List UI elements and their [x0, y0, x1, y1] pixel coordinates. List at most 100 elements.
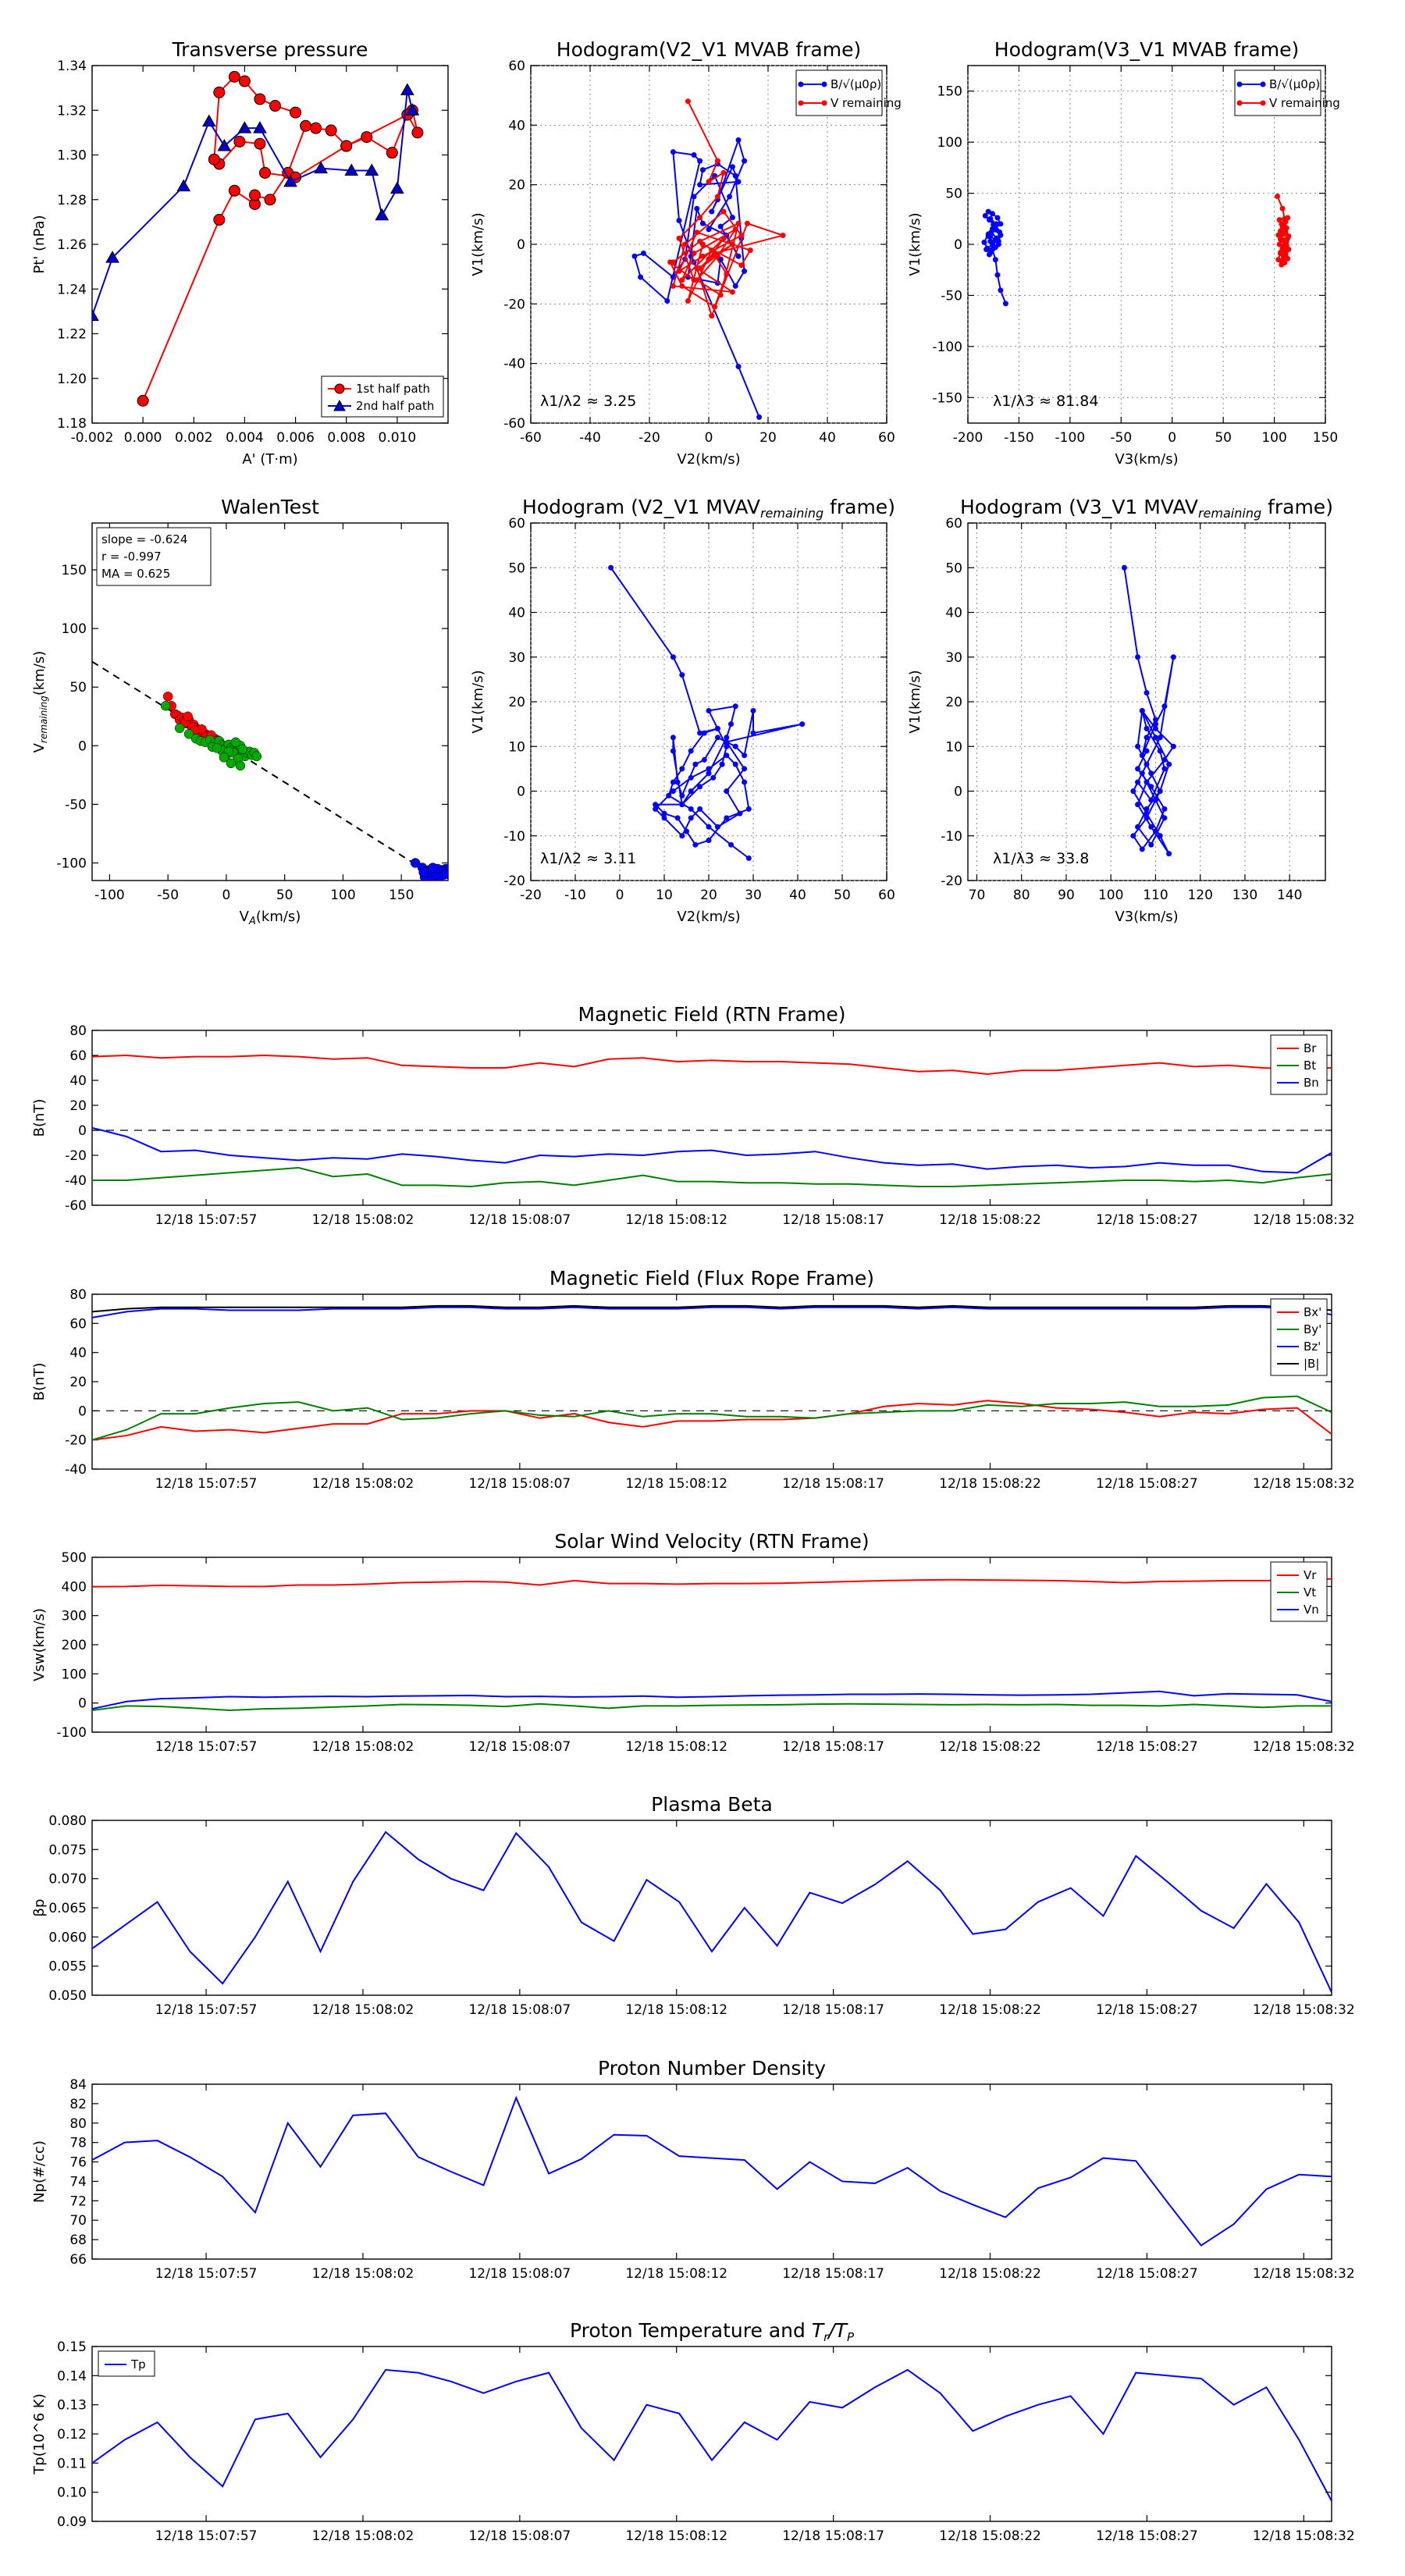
beta-xtick-label: 12/18 15:08:02: [312, 2002, 414, 2018]
hodo2-legend-marker: [1260, 100, 1266, 106]
hodo4-xtick-label: 70: [969, 888, 986, 903]
hodo3-ytick-label: 10: [508, 739, 525, 755]
pt-legend-label: 1st half path: [356, 382, 430, 396]
hodo2-eigen-ratio: λ1/λ3 ≈ 81.84: [993, 393, 1098, 410]
walen-point: [183, 729, 194, 739]
hodo1-point: [676, 235, 682, 241]
hodo1-title: Hodogram(V2_V1 MVAB frame): [557, 38, 861, 61]
tp-xtick-label: 12/18 15:08:17: [782, 2528, 884, 2544]
mag_rtn-ytick-label: 80: [69, 1023, 87, 1039]
pt-point: [208, 153, 220, 165]
mag_fr-data: [92, 1304, 1332, 1441]
pt-xtick-label: 0.010: [379, 430, 417, 446]
sw_vel-xtick-label: 12/18 15:08:07: [468, 1739, 571, 1755]
beta-axes: 12/18 15:07:57 12/18 15:08:02 12/18 15:08:…: [31, 1793, 1355, 2018]
pt-point: [405, 103, 420, 116]
hodo1-point: [694, 205, 700, 212]
hodo1-ytick-label: -40: [503, 357, 525, 372]
mag_rtn-series-2: [92, 1126, 1332, 1174]
beta-ytick-label: 0.065: [48, 1901, 87, 1916]
hodo2-axes: -200 -150 -100 -50 0 50 100 150 -150 -100 -50 0 50 10…: [907, 38, 1340, 468]
hodo3-point: [679, 766, 685, 772]
tp-ytick-label: 0.13: [57, 2398, 87, 2414]
sw_vel-data: [92, 1578, 1332, 1712]
np-ytick-label: 78: [69, 2136, 87, 2151]
hodo1-point: [682, 241, 688, 247]
hodo4-xtick-label: 120: [1187, 888, 1212, 903]
hodo1-legend-label: V remaining: [831, 96, 902, 110]
hodo2-point: [1285, 255, 1291, 262]
mag_fr-legend-label: By': [1304, 1322, 1321, 1336]
hodo1-point: [697, 158, 703, 164]
hodo3-point: [714, 735, 720, 741]
sw_vel-legend-label: Vt: [1304, 1585, 1316, 1599]
beta-ytick-label: 0.055: [48, 1959, 87, 1975]
hodo2-title: Hodogram(V3_V1 MVAB frame): [994, 38, 1299, 61]
hodo1-point: [685, 98, 691, 105]
hodo4-point: [1144, 690, 1150, 696]
hodo2-point: [1276, 217, 1282, 223]
hodo1-point: [738, 262, 745, 269]
walen-ma: MA = 0.625: [101, 567, 170, 581]
tp-xtick-label: 12/18 15:08:12: [625, 2528, 727, 2544]
hodo3-ytick-label: 60: [508, 516, 525, 532]
hodo1-ytick-label: 20: [508, 178, 525, 194]
hodo3-point: [608, 564, 614, 571]
walen-xtick-label: 100: [330, 888, 355, 903]
hodo3-point: [742, 779, 748, 785]
mag_fr-xtick-label: 12/18 15:08:32: [1253, 1476, 1355, 1492]
pt-point: [365, 163, 379, 176]
beta-xtick-label: 12/18 15:08:32: [1253, 2002, 1355, 2018]
hodo2-point: [1276, 241, 1282, 247]
walen-point: [418, 867, 429, 877]
hodo2-xlabel: V3(km/s): [1115, 451, 1178, 468]
hodo4-series-line-0: [1123, 568, 1175, 855]
hodo1-legend-marker: [821, 81, 827, 87]
hodo3-point: [670, 735, 676, 741]
hodo4-point: [1152, 828, 1158, 834]
hodo2-legend-marker: [1236, 100, 1243, 106]
pt-point: [228, 70, 240, 83]
np-ytick-label: 68: [69, 2233, 87, 2248]
hodo3-point: [745, 855, 752, 861]
sw_vel-ytick-label: 0: [78, 1696, 87, 1712]
hodo4-point: [1161, 806, 1168, 812]
hodo1-point: [738, 233, 745, 239]
hodo4-axes: 70 80 90 100 110 120 130 140 -20 -10 0 10 20 30 40 50 60…: [907, 496, 1333, 925]
hodo4-point: [1152, 725, 1158, 731]
np-data: [92, 2095, 1332, 2247]
sw_vel-xtick-label: 12/18 15:08:17: [782, 1739, 884, 1755]
hodo2-point: [1277, 232, 1283, 238]
sw_vel-series-0: [92, 1578, 1332, 1588]
hodo2-point: [985, 208, 991, 215]
hodo3-point: [724, 735, 730, 741]
hodo1-point: [676, 217, 682, 223]
np-xtick-label: 12/18 15:08:17: [782, 2266, 884, 2282]
sw_vel-xtick-label: 12/18 15:08:02: [312, 1739, 414, 1755]
hodo4-ytick-label: -20: [941, 873, 962, 889]
hodo1-point: [691, 194, 697, 200]
hodo3-xtick-label: 20: [700, 888, 717, 903]
walen-ytick-label: 50: [69, 680, 87, 696]
hodo4-data: [1121, 564, 1176, 857]
hodo1-legend: B/√(μ0ρ) V remaining: [795, 69, 902, 116]
hodo2-point: [1279, 205, 1286, 212]
walen-point: [439, 870, 448, 880]
pt-point: [248, 189, 261, 201]
hodo1-point: [735, 137, 742, 143]
walen-ytick-label: 0: [78, 738, 87, 754]
pt-ylabel: Pt' (nPa): [31, 215, 48, 273]
pt-point: [137, 394, 149, 407]
hodo3-point: [670, 779, 676, 785]
sw_vel-xtick-label: 12/18 15:07:57: [155, 1739, 258, 1755]
hodo4-point: [1170, 654, 1176, 660]
np-ytick-label: 72: [69, 2194, 87, 2209]
hodo2-point: [1279, 258, 1286, 264]
hodo3-point: [679, 672, 685, 678]
hodo1-ytick-label: -20: [503, 297, 525, 312]
pt-title: Transverse pressure: [172, 38, 368, 61]
sw_vel-series-2: [92, 1690, 1332, 1710]
hodo2-xtick-label: -150: [1004, 430, 1034, 446]
hodo4-ytick-label: -10: [941, 829, 962, 845]
tp-xtick-label: 12/18 15:08:32: [1253, 2528, 1355, 2544]
